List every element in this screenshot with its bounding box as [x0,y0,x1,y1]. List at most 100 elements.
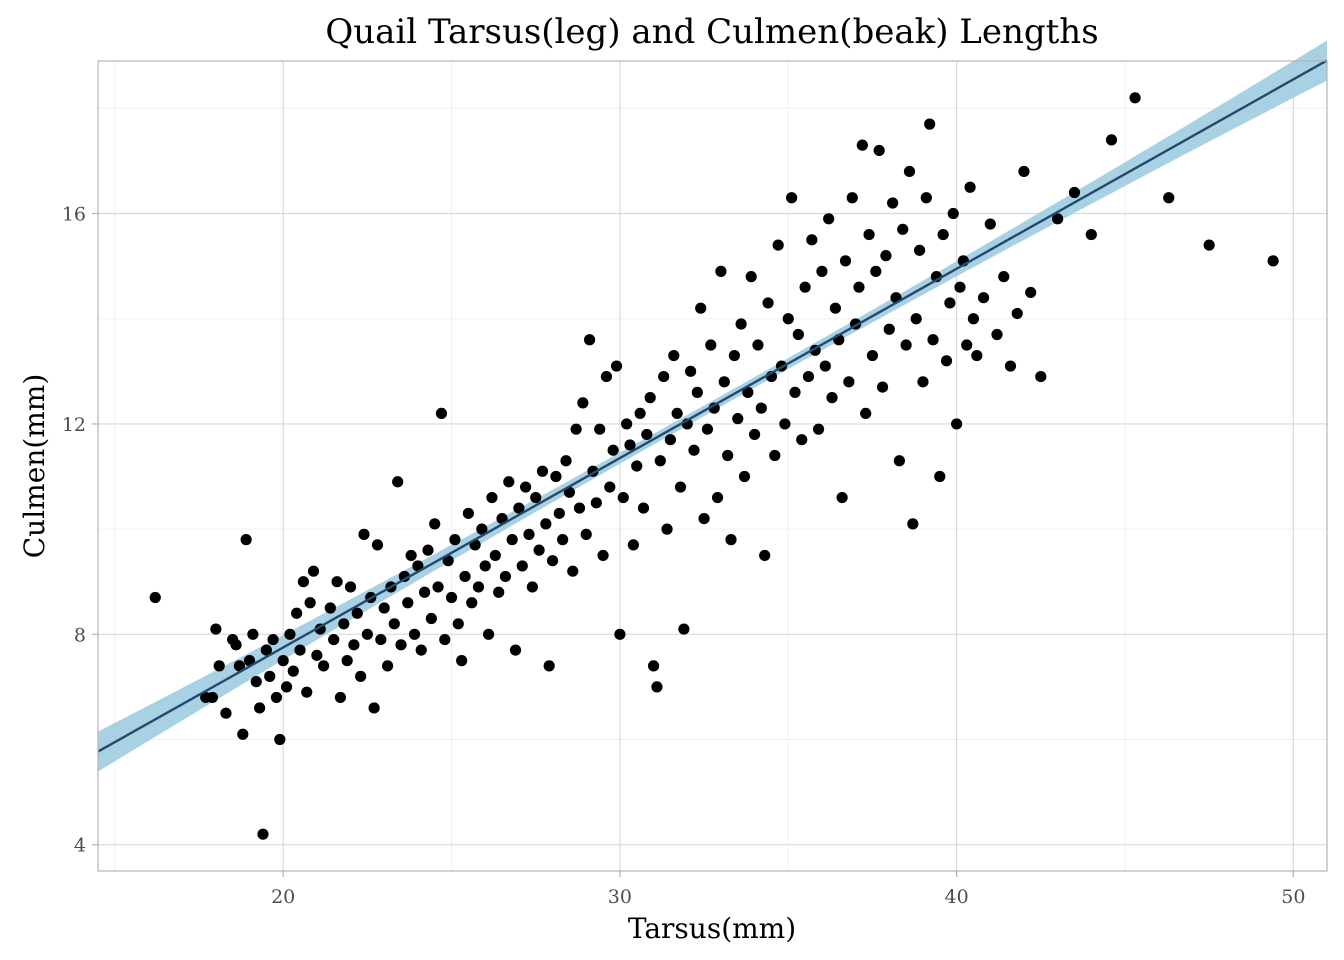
data-point [1068,186,1081,199]
data-point [977,292,990,304]
data-point [991,328,1003,341]
data-point [866,349,879,362]
data-point [607,444,619,456]
data-point [705,339,717,351]
data-points-layer [149,92,1279,840]
data-point [277,655,289,667]
data-point [1035,370,1047,383]
data-point [573,502,586,514]
data-point [543,660,555,672]
data-point [634,407,646,419]
data-point [274,733,286,746]
data-point [614,628,626,640]
data-point [392,476,404,488]
data-point [590,497,602,509]
data-point [439,633,451,646]
data-point [210,623,222,635]
data-point [213,660,225,672]
data-point [843,376,855,388]
x-tick-label-20: 20 [271,886,295,908]
data-point [920,192,932,204]
data-point [516,560,528,572]
data-point [503,476,515,488]
data-point [691,386,703,398]
data-point [927,334,939,346]
data-point [1004,360,1017,372]
data-point [1011,307,1023,320]
y-axis-title: Culmen(mm) [18,374,51,559]
data-point [301,686,313,698]
data-point [486,491,498,504]
data-point [661,523,673,535]
data-point [570,423,582,435]
data-point [466,597,478,609]
data-point [907,518,919,530]
data-point [735,318,747,330]
data-point [344,581,357,593]
chart-title: Quail Tarsus(leg) and Culmen(beak) Lengt… [325,12,1098,52]
data-point [412,560,424,572]
data-point [338,618,350,630]
data-point [853,281,865,293]
data-point [671,407,683,419]
data-point [257,828,269,840]
data-point [294,644,306,656]
data-point [664,434,677,446]
data-point [964,181,976,193]
data-point [567,565,579,577]
data-point [880,250,892,262]
minor-gridlines [98,61,1327,871]
data-point [496,513,508,525]
data-point [220,707,232,719]
data-point [725,534,737,546]
x-axis-ticks: 20 30 40 50 [271,871,1305,908]
data-point [745,271,757,283]
data-point [674,481,687,493]
data-point [331,576,343,588]
data-point [617,491,629,504]
y-tick-label-8: 8 [74,624,86,646]
data-point [1085,228,1097,241]
data-point [954,281,966,293]
data-point [553,507,565,519]
data-point [520,481,532,493]
data-point [415,644,427,656]
data-point [722,449,734,462]
data-point [240,534,252,546]
data-point [247,628,259,640]
data-point [287,665,299,677]
data-point [728,349,740,362]
data-point [381,660,394,672]
data-point [506,534,518,546]
data-point [324,602,336,614]
data-point [900,339,912,351]
data-point [610,360,623,372]
data-point [479,560,491,572]
data-point [348,639,360,651]
data-point [540,518,552,530]
data-point [1203,239,1215,251]
data-point [533,544,545,556]
data-point [870,265,882,277]
data-point [762,297,774,309]
data-point [563,486,576,498]
data-point [304,597,316,609]
data-point [536,465,549,477]
data-point [738,470,751,483]
data-point [149,591,161,604]
data-point [526,581,538,593]
regression-line [97,59,1328,753]
major-gridlines [98,61,1327,871]
data-point [355,670,367,682]
data-point [876,381,889,393]
data-point [846,192,858,204]
data-point [435,407,448,419]
data-point [388,618,400,630]
x-tick-label-40: 40 [945,886,969,908]
data-point [685,365,697,377]
data-point [284,628,296,640]
data-point [291,607,303,619]
data-point [796,434,808,446]
data-point [792,328,804,341]
data-point [237,728,249,740]
